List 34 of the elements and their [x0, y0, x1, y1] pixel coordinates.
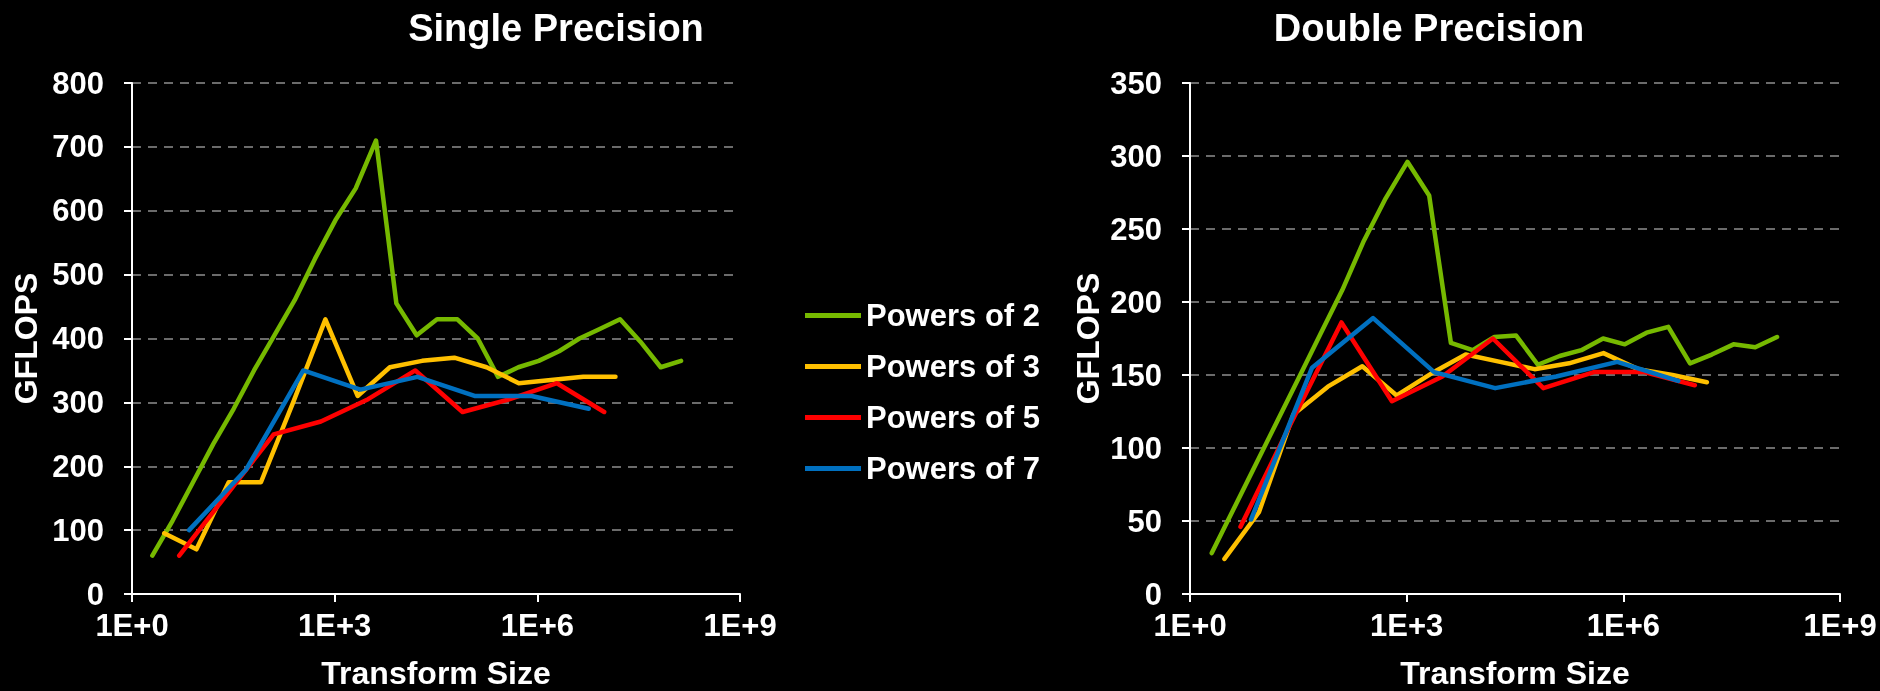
x-tick-label: 1E+6	[500, 608, 574, 643]
x-axis-title: Transform Size	[1400, 655, 1630, 691]
y-tick-label: 500	[52, 257, 104, 293]
line-series	[150, 138, 684, 558]
chart-title: Single Precision	[408, 7, 704, 49]
x-tick-label: 1E+3	[1370, 608, 1444, 643]
y-tick-label: 250	[1110, 211, 1162, 247]
y-tick-label: 700	[52, 129, 104, 165]
y-tick-label: 800	[52, 65, 104, 101]
y-tick-label: 200	[1110, 284, 1162, 320]
line-series	[186, 368, 591, 533]
x-tick-label: 1E+6	[1586, 608, 1660, 643]
legend-label: Powers of 7	[866, 451, 1040, 486]
x-tick-label: 1E+9	[1803, 608, 1877, 643]
y-tick-label: 600	[52, 193, 104, 229]
legend-label: Powers of 3	[866, 349, 1040, 384]
y-tick-label: 200	[52, 448, 104, 484]
y-tick-label: 50	[1127, 503, 1162, 539]
y-tick-label: 350	[1110, 65, 1162, 101]
chart-title: Double Precision	[1273, 7, 1585, 49]
x-tick-label: 1E+3	[298, 608, 372, 643]
x-axis-title: Transform Size	[321, 655, 551, 691]
y-axis-title: GFLOPS	[1070, 272, 1106, 405]
y-tick-label: 150	[1110, 357, 1162, 393]
y-axis-title: GFLOPS	[8, 272, 44, 405]
legend-label: Powers of 5	[866, 400, 1040, 435]
legend-label: Powers of 2	[866, 298, 1040, 333]
line-series	[1209, 159, 1780, 556]
y-tick-label: 100	[1110, 430, 1162, 466]
x-tick-label: 1E+9	[703, 608, 777, 643]
y-tick-label: 400	[52, 321, 104, 356]
y-tick-label: 300	[52, 384, 104, 420]
y-tick-label: 300	[1110, 138, 1162, 174]
y-tick-label: 100	[52, 512, 104, 548]
